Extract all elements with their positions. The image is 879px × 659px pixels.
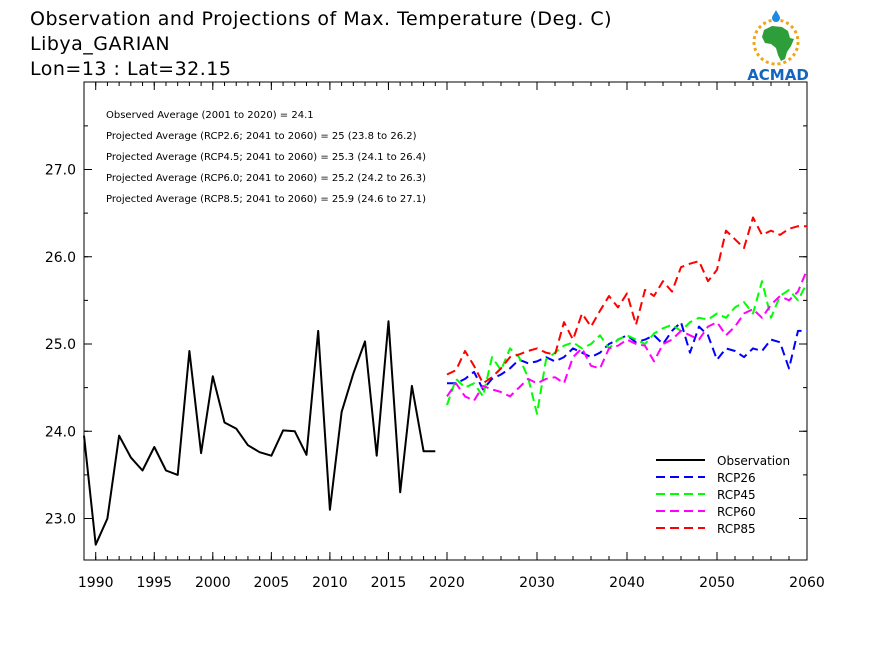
x-tick-label: 2020 — [429, 575, 465, 591]
x-tick-label: 1990 — [78, 575, 114, 591]
y-tick-label: 24.0 — [45, 424, 76, 440]
x-tick-label: 1995 — [136, 575, 172, 591]
y-tick-label: 25.0 — [45, 337, 76, 353]
x-tick-label: 2060 — [789, 575, 825, 591]
y-tick-label: 23.0 — [45, 512, 76, 528]
logo-text: ACMAD — [747, 66, 809, 84]
acmad-logo: ACMAD — [747, 10, 809, 84]
y-tick-label: 27.0 — [45, 163, 76, 179]
annotation-2: Projected Average (RCP4.5; 2041 to 2060)… — [106, 152, 426, 163]
series-line-observation — [83, 320, 436, 546]
legend-label-observation: Observation — [717, 454, 790, 468]
legend-label-rcp85: RCP85 — [717, 522, 756, 536]
chart-title: Observation and Projections of Max. Temp… — [30, 8, 613, 30]
x-tick-label: 2030 — [519, 575, 555, 591]
plot-frame — [83, 81, 808, 561]
x-tick-label: 2050 — [699, 575, 735, 591]
location-label: Libya_GARIAN — [30, 33, 171, 55]
legend-label-rcp60: RCP60 — [717, 505, 756, 519]
water-drop-icon — [772, 10, 780, 22]
annotation-1: Projected Average (RCP2.6; 2041 to 2060)… — [106, 131, 417, 142]
x-tick-label: 2010 — [312, 575, 348, 591]
annotations: Observed Average (2001 to 2020) = 24.1 Pr… — [106, 110, 426, 205]
x-tick-label: 2040 — [609, 575, 645, 591]
annotation-0: Observed Average (2001 to 2020) = 24.1 — [106, 110, 314, 121]
africa-map-icon — [762, 26, 794, 61]
annotation-4: Projected Average (RCP8.5; 2041 to 2060)… — [106, 194, 426, 205]
axes: 23.0 24.0 25.0 26.0 27.0 1990 1995 2000 2005 2010… — [45, 81, 825, 591]
legend-label-rcp45: RCP45 — [717, 488, 756, 502]
legend: Observation RCP26 RCP45 RCP60 RCP85 — [656, 454, 790, 536]
y-tick-label: 26.0 — [45, 250, 76, 266]
series-lines — [83, 216, 808, 546]
series-line-rcp26 — [447, 321, 807, 391]
coords-label: Lon=13 : Lat=32.15 — [30, 58, 232, 80]
x-tick-label: 2000 — [195, 575, 231, 591]
series-line-rcp85 — [446, 216, 807, 385]
annotation-3: Projected Average (RCP6.0; 2041 to 2060)… — [106, 173, 426, 184]
legend-label-rcp26: RCP26 — [717, 471, 756, 485]
series-line-rcp45 — [446, 280, 808, 415]
series-line-rcp60 — [446, 269, 808, 402]
x-tick-label: 2015 — [371, 575, 407, 591]
x-tick-label: 2005 — [254, 575, 290, 591]
